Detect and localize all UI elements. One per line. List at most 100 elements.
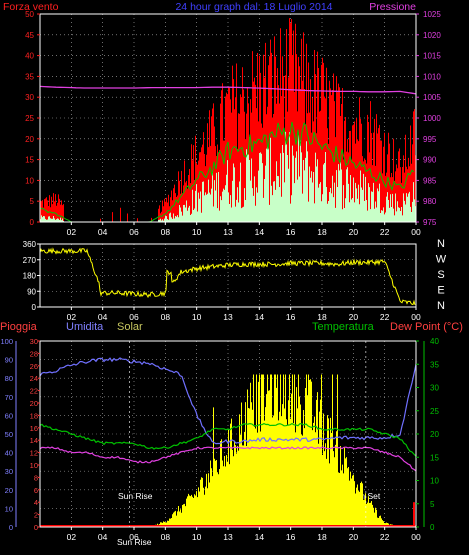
pressure-y-tick-label: 1025 [423,10,441,19]
weather-x-label: 08 [161,532,171,542]
wind-x-label: 20 [349,227,359,237]
direction-y-tick-label: 180 [23,272,37,281]
pressure-y-tick-label: 1000 [423,114,441,123]
wind-y-tick-label: 30 [25,93,34,102]
wind-y-tick-label: 15 [25,156,34,165]
wind-direction-line [39,247,416,306]
direction-x-label: 13 [223,312,233,322]
temperature-y-tick-label: 30 [430,384,439,393]
wind-y-tick-label: 40 [25,52,34,61]
weather-x-label: 22 [380,532,390,542]
rain-y-tick-label: 22 [30,387,38,396]
weather-x-label: 02 [67,532,77,542]
rain-y-tick-label: 0 [34,523,38,532]
pressure-y-tick-label: 1005 [423,93,441,102]
humidity-y-tick-label: 90 [5,356,13,365]
temperature-y-tick-label: 5 [430,500,435,509]
wind-y-tick-label: 0 [30,218,35,227]
weather-x-label: 10 [192,532,202,542]
wind-y-tick-label: 20 [25,135,34,144]
wind-x-label: 13 [223,227,233,237]
wind-x-label: 18 [317,227,327,237]
wind-y-tick-label: 10 [25,176,34,185]
pressure-y-tick-label: 975 [423,218,437,227]
compass-label: N [437,238,445,250]
rain-y-tick-label: 18 [30,411,38,420]
direction-x-label: 14 [255,312,265,322]
compass-label: N [437,300,445,312]
wind-y-tick-label: 25 [25,114,34,123]
rain-y-tick-label: 2 [34,511,38,520]
weather-x-label: 16 [286,532,296,542]
wind-x-label: 00 [411,227,421,237]
solar-axis-title: Solar [117,321,143,333]
chart-marks: 0510152025303540455097598098599099510001… [0,10,446,542]
rain-y-tick-label: 26 [30,362,38,371]
humidity-y-tick-label: 40 [5,449,13,458]
wind-x-label: 14 [255,227,265,237]
humidity-y-tick-label: 10 [5,504,13,513]
weather-x-label: 00 [411,532,421,542]
rain-axis-title: Pioggia [0,321,38,333]
wind-x-label: 10 [192,227,202,237]
humidity-y-tick-label: 70 [5,393,13,402]
temperature-y-tick-label: 25 [430,407,439,416]
weather-x-label: 04 [98,532,108,542]
humidity-y-tick-label: 0 [9,523,13,532]
direction-x-label: 08 [161,312,171,322]
dewpoint-axis-title: Dew Point (°C) [390,321,463,333]
temperature-axis-title: Temperatura [312,321,375,333]
wind-y-tick-label: 50 [25,10,34,19]
pressure-y-tick-label: 1020 [423,31,441,40]
temperature-y-tick-label: 20 [430,430,439,439]
pressure-axis-title: Pressione [369,1,416,13]
temperature-y-tick-label: 15 [430,453,439,462]
humidity-axis-title: Umidita [66,321,104,333]
rain-y-tick-label: 24 [30,374,38,383]
pressure-y-tick-label: 985 [423,176,437,185]
direction-y-tick-label: 360 [23,240,37,249]
wind-y-tick-label: 35 [25,72,34,81]
humidity-y-tick-label: 30 [5,467,13,476]
sunrise-annotation-second: Sun Rise [117,537,152,547]
wind-y-tick-label: 5 [30,197,35,206]
rain-y-tick-label: 10 [30,461,38,470]
dewpoint-line [39,446,417,472]
direction-x-label: 10 [192,312,202,322]
wind-x-label: 06 [129,227,139,237]
weather-x-label: 13 [223,532,233,542]
pressure-y-tick-label: 980 [423,197,437,206]
weather-x-label: 06 [129,532,139,542]
rain-y-tick-label: 16 [30,424,38,433]
weather-x-label: 20 [349,532,359,542]
rain-y-tick-label: 28 [30,349,38,358]
temperature-y-tick-label: 0 [430,523,435,532]
direction-y-tick-label: 270 [23,256,37,265]
pressure-y-tick-label: 990 [423,156,437,165]
pressure-line [39,85,417,95]
wind-x-label: 22 [380,227,390,237]
direction-x-label: 00 [411,312,421,322]
direction-x-label: 06 [129,312,139,322]
rain-y-tick-label: 14 [30,436,38,445]
direction-y-tick-label: 0 [32,303,37,312]
humidity-y-tick-label: 20 [5,486,13,495]
pressure-y-tick-label: 1015 [423,52,441,61]
wind-x-label: 08 [161,227,171,237]
compass-label: E [437,285,444,297]
weather-x-label: 18 [317,532,327,542]
direction-x-label: 02 [67,312,77,322]
weather-x-label: 14 [255,532,265,542]
direction-y-tick-label: 90 [27,287,36,296]
humidity-line [39,357,417,445]
wind-x-label: 16 [286,227,296,237]
humidity-y-tick-label: 80 [5,374,13,383]
compass-label: W [436,254,447,266]
wind-x-label: 02 [67,227,77,237]
rain-y-tick-label: 20 [30,399,38,408]
pressure-y-tick-label: 1010 [423,72,441,81]
wind-speed-axis-title: Forza vento [3,1,59,13]
rain-y-tick-label: 6 [34,486,38,495]
direction-x-label: 04 [98,312,108,322]
